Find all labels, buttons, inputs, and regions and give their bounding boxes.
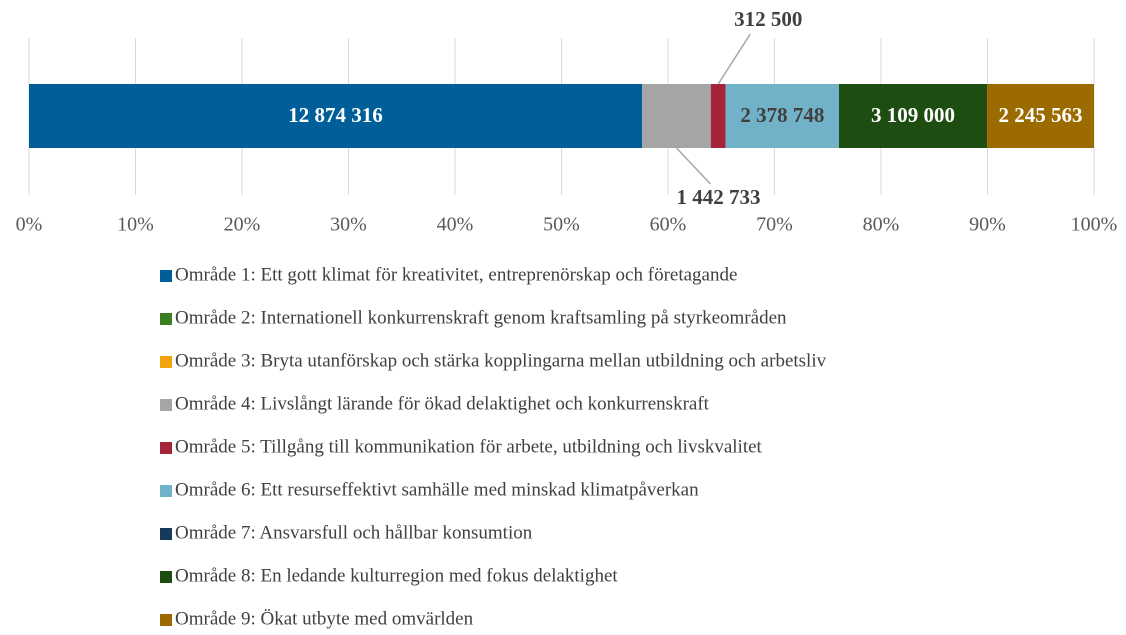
data-label: 12 874 316 [288,103,383,127]
leader-line [717,33,751,85]
x-tick-label: 50% [543,214,580,236]
legend-label: Område 4: Livslångt lärande för ökad del… [175,393,710,414]
legend-swatch [160,313,172,325]
legend-label: Område 6: Ett resurseffektivt samhälle m… [175,479,699,500]
data-label: 2 245 563 [999,103,1083,127]
legend-swatch [160,356,172,368]
legend-swatch [160,614,172,626]
bar-segment [725,84,839,148]
x-tick-label: 100% [1071,214,1118,236]
legend-swatch [160,571,172,583]
data-label: 312 500 [734,7,802,31]
legend-swatch [160,528,172,540]
legend-label: Område 3: Bryta utanförskap och stärka k… [175,350,827,371]
x-tick-label: 90% [969,214,1006,236]
x-tick-label: 20% [224,214,261,236]
data-label: 1 442 733 [676,185,760,209]
x-tick-label: 70% [756,214,793,236]
bar-segment [29,84,643,148]
x-tick-label: 10% [117,214,154,236]
bar-segment [838,84,988,148]
x-tick-label: 30% [330,214,367,236]
x-tick-label: 60% [650,214,687,236]
legend-swatch [160,485,172,497]
legend-label: Område 1: Ett gott klimat för kreativite… [175,264,737,285]
legend-label: Område 9: Ökat utbyte med omvärlden [175,608,474,629]
legend-swatch [160,442,172,454]
x-tick-label: 40% [437,214,474,236]
data-label: 2 378 748 [740,103,824,127]
legend-label: Område 5: Tillgång till kommunikation fö… [175,436,763,457]
x-tick-label: 80% [863,214,900,236]
bar-segment [987,84,1094,148]
legend-label: Område 2: Internationell konkurrenskraft… [175,307,787,328]
x-tick-label: 0% [16,214,43,236]
legend-label: Område 7: Ansvarsfull och hållbar konsum… [175,522,533,543]
legend-swatch [160,399,172,411]
bar-segment [710,84,726,148]
data-label: 3 109 000 [871,103,955,127]
bar-segment [642,84,711,148]
legend-swatch [160,270,172,282]
legend-label: Område 8: En ledande kulturregion med fo… [175,565,618,586]
leader-line [675,147,712,185]
